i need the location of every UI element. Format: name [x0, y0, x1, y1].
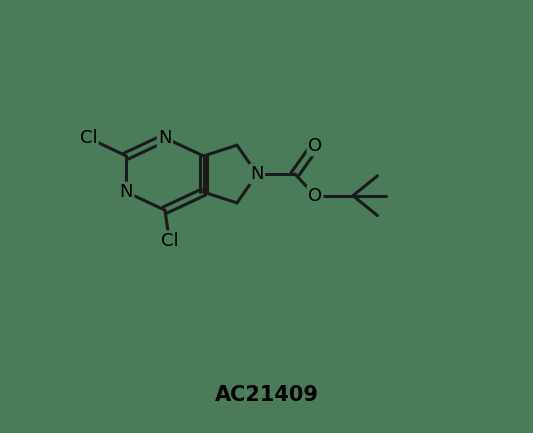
Text: N: N: [119, 183, 133, 201]
Text: O: O: [308, 137, 322, 155]
Text: N: N: [251, 165, 264, 183]
Text: Cl: Cl: [79, 129, 97, 147]
Text: O: O: [308, 187, 322, 205]
Text: N: N: [158, 129, 172, 147]
Text: Cl: Cl: [160, 232, 178, 250]
Text: AC21409: AC21409: [214, 385, 319, 405]
